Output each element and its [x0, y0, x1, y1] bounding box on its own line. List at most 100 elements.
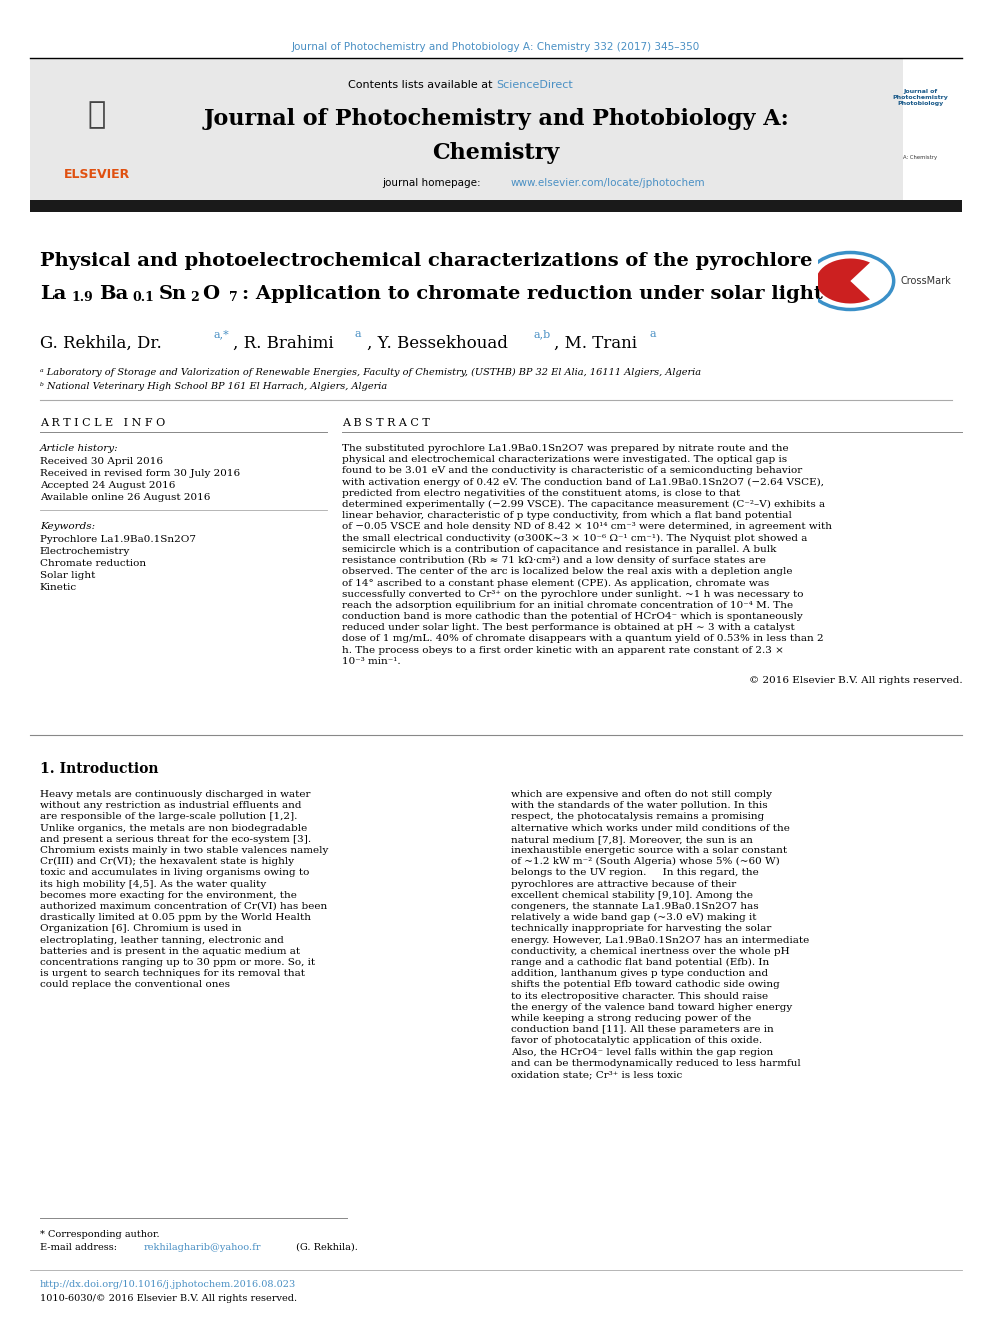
Text: Heavy metals are continuously discharged in water: Heavy metals are continuously discharged… [40, 790, 310, 799]
Text: respect, the photocatalysis remains a promising: respect, the photocatalysis remains a pr… [511, 812, 764, 822]
Text: © 2016 Elsevier B.V. All rights reserved.: © 2016 Elsevier B.V. All rights reserved… [749, 676, 962, 685]
Text: with activation energy of 0.42 eV. The conduction band of La1.9Ba0.1Sn2O7 (−2.64: with activation energy of 0.42 eV. The c… [342, 478, 824, 487]
Text: Chemistry: Chemistry [433, 142, 559, 164]
Text: E-mail address:: E-mail address: [40, 1244, 120, 1252]
Text: Solar light: Solar light [40, 572, 95, 579]
Text: (G. Rekhila).: (G. Rekhila). [293, 1244, 357, 1252]
Text: Sn: Sn [159, 284, 186, 303]
Text: without any restriction as industrial effluents and: without any restriction as industrial ef… [40, 802, 302, 810]
Text: with the standards of the water pollution. In this: with the standards of the water pollutio… [511, 802, 768, 810]
Text: * Corresponding author.: * Corresponding author. [40, 1230, 160, 1240]
Text: , Y. Bessekhouad: , Y. Bessekhouad [367, 335, 508, 352]
Text: reach the adsorption equilibrium for an initial chromate concentration of 10⁻⁴ M: reach the adsorption equilibrium for an … [342, 601, 794, 610]
Text: a,b: a,b [534, 329, 551, 339]
Text: journal homepage:: journal homepage: [382, 179, 484, 188]
Text: 0.1: 0.1 [132, 291, 154, 304]
Text: 1. Introduction: 1. Introduction [40, 762, 158, 777]
Text: toxic and accumulates in living organisms owing to: toxic and accumulates in living organism… [40, 868, 310, 877]
Text: belongs to the UV region.     In this regard, the: belongs to the UV region. In this regard… [511, 868, 759, 877]
Text: predicted from electro negativities of the constituent atoms, is close to that: predicted from electro negativities of t… [342, 488, 740, 497]
Text: authorized maximum concentration of Cr(VI) has been: authorized maximum concentration of Cr(V… [40, 902, 327, 912]
Text: Kinetic: Kinetic [40, 583, 76, 591]
Text: becomes more exacting for the environment, the: becomes more exacting for the environmen… [40, 890, 297, 900]
Text: conduction band is more cathodic than the potential of HCrO4⁻ which is spontaneo: conduction band is more cathodic than th… [342, 613, 803, 620]
Text: Unlike organics, the metals are non biodegradable: Unlike organics, the metals are non biod… [40, 824, 307, 832]
Text: concentrations ranging up to 30 ppm or more. So, it: concentrations ranging up to 30 ppm or m… [40, 958, 314, 967]
Text: 10⁻³ min⁻¹.: 10⁻³ min⁻¹. [342, 656, 401, 665]
Bar [30, 58, 903, 200]
Text: conduction band [11]. All these parameters are in: conduction band [11]. All these paramete… [511, 1025, 774, 1035]
Text: addition, lanthanum gives p type conduction and: addition, lanthanum gives p type conduct… [511, 970, 768, 978]
Text: rekhilagharib@yahoo.fr: rekhilagharib@yahoo.fr [144, 1244, 261, 1252]
Text: http://dx.doi.org/10.1016/j.jphotochem.2016.08.023: http://dx.doi.org/10.1016/j.jphotochem.2… [40, 1279, 296, 1289]
Text: Received in revised form 30 July 2016: Received in revised form 30 July 2016 [40, 468, 240, 478]
Text: 1010-6030/© 2016 Elsevier B.V. All rights reserved.: 1010-6030/© 2016 Elsevier B.V. All right… [40, 1294, 297, 1303]
Text: shifts the potential Efb toward cathodic side owing: shifts the potential Efb toward cathodic… [511, 980, 780, 990]
Text: its high mobility [4,5]. As the water quality: its high mobility [4,5]. As the water qu… [40, 880, 266, 889]
Text: could replace the conventional ones: could replace the conventional ones [40, 980, 230, 990]
Text: linear behavior, characteristic of p type conductivity, from which a flat band p: linear behavior, characteristic of p typ… [342, 511, 793, 520]
Text: batteries and is present in the aquatic medium at: batteries and is present in the aquatic … [40, 947, 300, 955]
Text: Journal of Photochemistry and Photobiology A:: Journal of Photochemistry and Photobiolo… [203, 108, 789, 130]
Text: Organization [6]. Chromium is used in: Organization [6]. Chromium is used in [40, 925, 241, 934]
Text: h. The process obeys to a first order kinetic with an apparent rate constant of : h. The process obeys to a first order ki… [342, 646, 784, 655]
Text: ELSEVIER: ELSEVIER [63, 168, 130, 181]
Text: Contents lists available at: Contents lists available at [348, 79, 496, 90]
Text: oxidation state; Cr³⁺ is less toxic: oxidation state; Cr³⁺ is less toxic [511, 1070, 682, 1080]
Text: O: O [202, 284, 219, 303]
Text: Ba: Ba [99, 284, 129, 303]
Text: 2: 2 [190, 291, 199, 304]
Text: drastically limited at 0.05 ppm by the World Health: drastically limited at 0.05 ppm by the W… [40, 913, 310, 922]
Text: energy. However, La1.9Ba0.1Sn2O7 has an intermediate: energy. However, La1.9Ba0.1Sn2O7 has an … [511, 935, 809, 945]
Text: which are expensive and often do not still comply: which are expensive and often do not sti… [511, 790, 772, 799]
Text: relatively a wide band gap (~3.0 eV) making it: relatively a wide band gap (~3.0 eV) mak… [511, 913, 756, 922]
Text: reduced under solar light. The best performance is obtained at pH ∼ 3 with a cat: reduced under solar light. The best perf… [342, 623, 795, 632]
Text: ᵇ National Veterinary High School BP 161 El Harrach, Algiers, Algeria: ᵇ National Veterinary High School BP 161… [40, 382, 387, 392]
Text: natural medium [7,8]. Moreover, the sun is an: natural medium [7,8]. Moreover, the sun … [511, 835, 753, 844]
Text: Cr(III) and Cr(VI); the hexavalent state is highly: Cr(III) and Cr(VI); the hexavalent state… [40, 857, 294, 867]
Text: the small electrical conductivity (σ300K∼3 × 10⁻⁶ Ω⁻¹ cm⁻¹). The Nyquist plot sh: the small electrical conductivity (σ300K… [342, 533, 807, 542]
Text: Journal of Photochemistry and Photobiology A: Chemistry 332 (2017) 345–350: Journal of Photochemistry and Photobiolo… [292, 42, 700, 52]
Text: 7: 7 [229, 291, 238, 304]
Text: the energy of the valence band toward higher energy: the energy of the valence band toward hi… [511, 1003, 793, 1012]
Text: Available online 26 August 2016: Available online 26 August 2016 [40, 493, 210, 501]
Text: Journal of
Photochemistry
Photobiology: Journal of Photochemistry Photobiology [892, 90, 948, 106]
Text: and present a serious threat for the eco-system [3].: and present a serious threat for the eco… [40, 835, 310, 844]
Text: A B S T R A C T: A B S T R A C T [342, 418, 430, 429]
Text: a: a [650, 329, 657, 339]
Text: A: Chemistry: A: Chemistry [903, 155, 937, 160]
Text: congeners, the stannate La1.9Ba0.1Sn2O7 has: congeners, the stannate La1.9Ba0.1Sn2O7 … [511, 902, 759, 912]
Text: electroplating, leather tanning, electronic and: electroplating, leather tanning, electro… [40, 935, 284, 945]
Text: A R T I C L E   I N F O: A R T I C L E I N F O [40, 418, 165, 429]
Text: favor of photocatalytic application of this oxide.: favor of photocatalytic application of t… [511, 1036, 762, 1045]
Text: successfully converted to Cr³⁺ on the pyrochlore under sunlight. ~1 h was necess: successfully converted to Cr³⁺ on the py… [342, 590, 804, 598]
Text: , R. Brahimi: , R. Brahimi [233, 335, 333, 352]
Text: to its electropositive character. This should raise: to its electropositive character. This s… [511, 992, 768, 1000]
Text: Pyrochlore La1.9Ba0.1Sn2O7: Pyrochlore La1.9Ba0.1Sn2O7 [40, 534, 195, 544]
Text: a,*: a,* [213, 329, 229, 339]
Text: Article history:: Article history: [40, 445, 118, 452]
Text: Physical and photoelectrochemical characterizations of the pyrochlore: Physical and photoelectrochemical charac… [40, 251, 812, 270]
Text: Also, the HCrO4⁻ level falls within the gap region: Also, the HCrO4⁻ level falls within the … [511, 1048, 773, 1057]
Text: Accepted 24 August 2016: Accepted 24 August 2016 [40, 482, 175, 490]
Text: Electrochemistry: Electrochemistry [40, 546, 130, 556]
Text: www.elsevier.com/locate/jphotochem: www.elsevier.com/locate/jphotochem [511, 179, 705, 188]
Text: The substituted pyrochlore La1.9Ba0.1Sn2O7 was prepared by nitrate route and the: The substituted pyrochlore La1.9Ba0.1Sn2… [342, 445, 789, 452]
Text: Received 30 April 2016: Received 30 April 2016 [40, 456, 163, 466]
Text: of ~1.2 kW m⁻² (South Algeria) whose 5% (~60 W): of ~1.2 kW m⁻² (South Algeria) whose 5% … [511, 857, 780, 867]
Text: physical and electrochemical characterizations were investigated. The optical ga: physical and electrochemical characteriz… [342, 455, 788, 464]
Text: excellent chemical stability [9,10]. Among the: excellent chemical stability [9,10]. Amo… [511, 890, 753, 900]
Text: determined experimentally (−2.99 VSCE). The capacitance measurement (C⁻²–V) exhi: determined experimentally (−2.99 VSCE). … [342, 500, 825, 509]
Text: found to be 3.01 eV and the conductivity is characteristic of a semiconducting b: found to be 3.01 eV and the conductivity… [342, 467, 803, 475]
Text: observed. The center of the arc is localized below the real axis with a depletio: observed. The center of the arc is local… [342, 568, 793, 577]
Text: ScienceDirect: ScienceDirect [496, 79, 572, 90]
Text: technically inappropriate for harvesting the solar: technically inappropriate for harvesting… [511, 925, 771, 934]
Text: are responsible of the large-scale pollution [1,2].: are responsible of the large-scale pollu… [40, 812, 297, 822]
Text: pyrochlores are attractive because of their: pyrochlores are attractive because of th… [511, 880, 736, 889]
Text: inexhaustible energetic source with a solar constant: inexhaustible energetic source with a so… [511, 845, 787, 855]
Text: while keeping a strong reducing power of the: while keeping a strong reducing power of… [511, 1013, 751, 1023]
Text: and can be thermodynamically reduced to less harmful: and can be thermodynamically reduced to … [511, 1058, 801, 1068]
Text: : Application to chromate reduction under solar light: : Application to chromate reduction unde… [242, 284, 823, 303]
Wedge shape [816, 258, 870, 303]
Text: ᵃ Laboratory of Storage and Valorization of Renewable Energies, Faculty of Chemi: ᵃ Laboratory of Storage and Valorization… [40, 368, 700, 377]
